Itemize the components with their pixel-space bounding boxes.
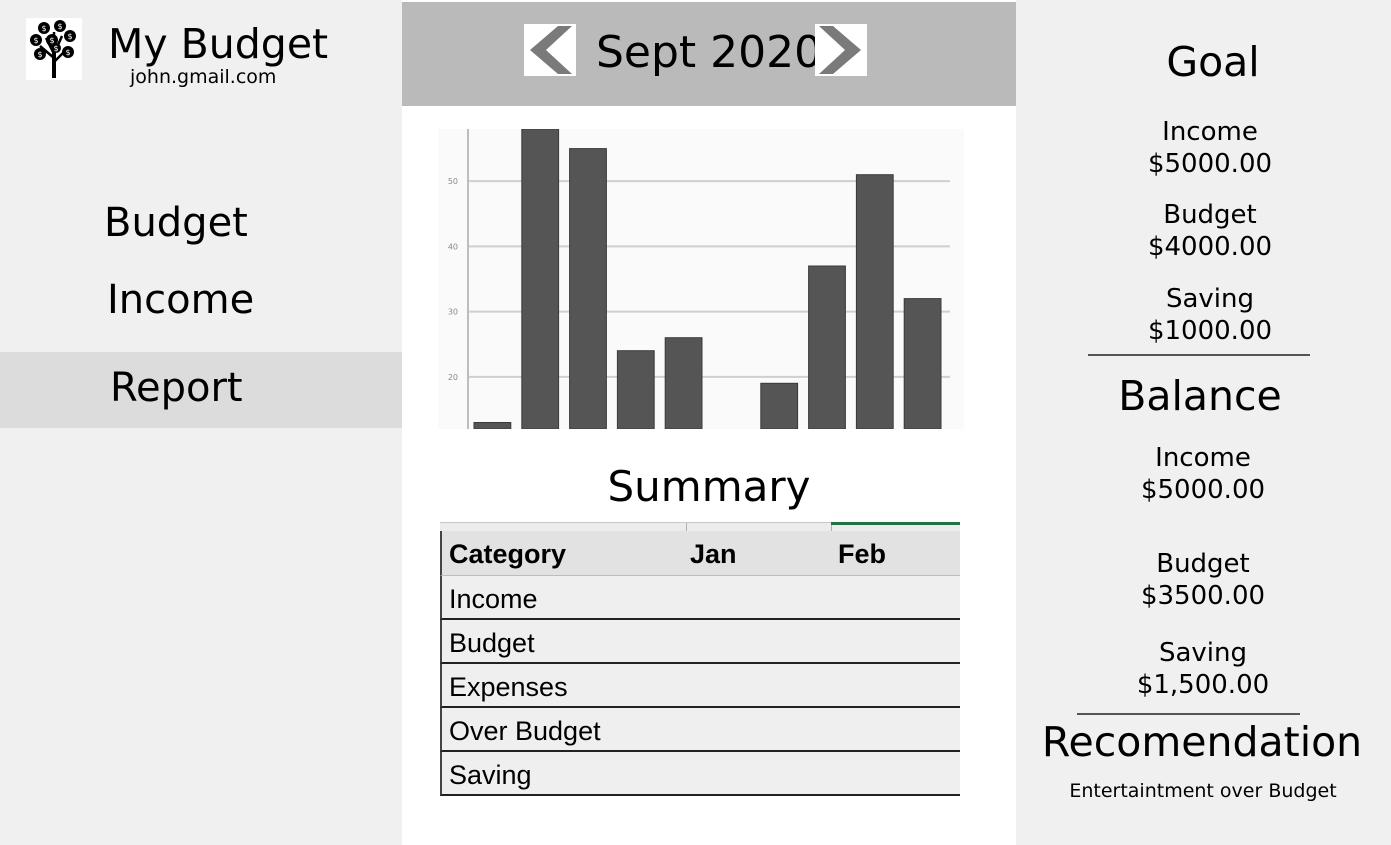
- svg-text:$: $: [49, 36, 54, 45]
- svg-text:$: $: [65, 48, 70, 57]
- balance-title: Balance: [1118, 372, 1282, 420]
- report-chart: 20 30 40 50: [438, 128, 964, 430]
- goal-income-value: $5000.00: [1147, 149, 1273, 179]
- table-top-strip: [440, 522, 960, 532]
- balance-income-label: Income: [1155, 443, 1251, 473]
- table-row: Expenses: [440, 664, 960, 708]
- summary-title: Summary: [607, 462, 811, 511]
- table-row: Budget: [440, 620, 960, 664]
- table-cell: Income: [449, 584, 538, 614]
- nav-item-budget[interactable]: Budget: [0, 198, 402, 248]
- svg-text:$: $: [37, 50, 42, 59]
- goal-saving-value: $1000.00: [1147, 316, 1273, 346]
- current-month: Sept 2020: [596, 27, 823, 78]
- column-header: Jan: [690, 539, 737, 569]
- svg-text:$: $: [33, 36, 38, 45]
- goal-saving-label: Saving: [1165, 284, 1255, 314]
- goal-budget-label: Budget: [1163, 200, 1257, 230]
- table-header-row: Category Jan Feb: [440, 531, 960, 576]
- svg-text:$: $: [41, 24, 46, 33]
- divider: [1088, 354, 1310, 356]
- divider: [1077, 713, 1300, 715]
- money-tree-icon: $ $ $ $ $ $ $ $: [26, 18, 82, 80]
- balance-budget-label: Budget: [1156, 549, 1250, 579]
- chart-bar: [664, 337, 703, 430]
- y-tick-label: 30: [448, 308, 458, 317]
- recommendation-text: Entertaintment over Budget: [1069, 780, 1337, 802]
- y-tick-label: 40: [448, 242, 458, 251]
- chart-bar: [903, 298, 942, 430]
- svg-text:$: $: [57, 22, 62, 31]
- balance-saving-label: Saving: [1158, 638, 1248, 668]
- balance-saving-value: $1,500.00: [1136, 670, 1270, 700]
- next-month-button[interactable]: [815, 24, 867, 76]
- sidebar: $ $ $ $ $ $ $ $ My Budget john.gmail.com Budg…: [0, 0, 402, 845]
- goal-budget-value: $4000.00: [1147, 232, 1273, 262]
- goal-title: Goal: [1166, 38, 1260, 86]
- nav-item-label: Report: [110, 365, 243, 411]
- chart-bar: [569, 148, 607, 430]
- recommendation-title: Recomendation: [1041, 718, 1363, 766]
- svg-text:$: $: [53, 44, 58, 53]
- y-tick-label: 20: [448, 373, 458, 382]
- nav-item-report[interactable]: Report: [0, 352, 402, 428]
- balance-budget-value: $3500.00: [1140, 581, 1266, 611]
- prev-month-button[interactable]: [524, 24, 576, 76]
- nav-item-label: Budget: [104, 200, 248, 246]
- table-row: Over Budget: [440, 708, 960, 752]
- chart-bar: [855, 174, 894, 430]
- chevron-right-icon: [819, 26, 861, 74]
- svg-text:$: $: [67, 32, 72, 41]
- balance-income-value: $5000.00: [1140, 475, 1266, 505]
- table-row: Income: [440, 576, 960, 620]
- chart-bar: [808, 265, 846, 430]
- chart-bar: [521, 128, 560, 430]
- chevron-left-icon: [530, 26, 572, 74]
- goal-income-label: Income: [1162, 117, 1258, 147]
- column-header: Feb: [838, 539, 887, 569]
- user-email: john.gmail.com: [130, 66, 277, 88]
- main-content: Sept 2020 20 30 40 50 Summary Category Jan …: [402, 0, 1016, 845]
- chart-bar: [616, 350, 655, 430]
- bar-chart: 20 30 40 50: [448, 128, 950, 430]
- overview-panel: Goal Income $5000.00 Budget $4000.00 Sav…: [1016, 0, 1391, 845]
- summary-table: Category Jan Feb Income Budget Expenses …: [440, 522, 960, 796]
- table-cell: Over Budget: [449, 716, 601, 746]
- app-title: My Budget: [108, 20, 329, 68]
- column-header: Category: [449, 539, 567, 569]
- table-cell: Budget: [449, 628, 535, 658]
- y-tick-label: 50: [448, 177, 458, 186]
- table-row: Saving: [440, 752, 960, 796]
- nav-item-label: Income: [107, 277, 255, 323]
- nav-item-income[interactable]: Income: [0, 275, 402, 325]
- chart-bar: [473, 422, 512, 430]
- table-cell: Expenses: [449, 672, 568, 702]
- month-selector: Sept 2020: [402, 2, 1016, 106]
- table-cell: Saving: [449, 760, 532, 790]
- chart-bar: [760, 382, 799, 430]
